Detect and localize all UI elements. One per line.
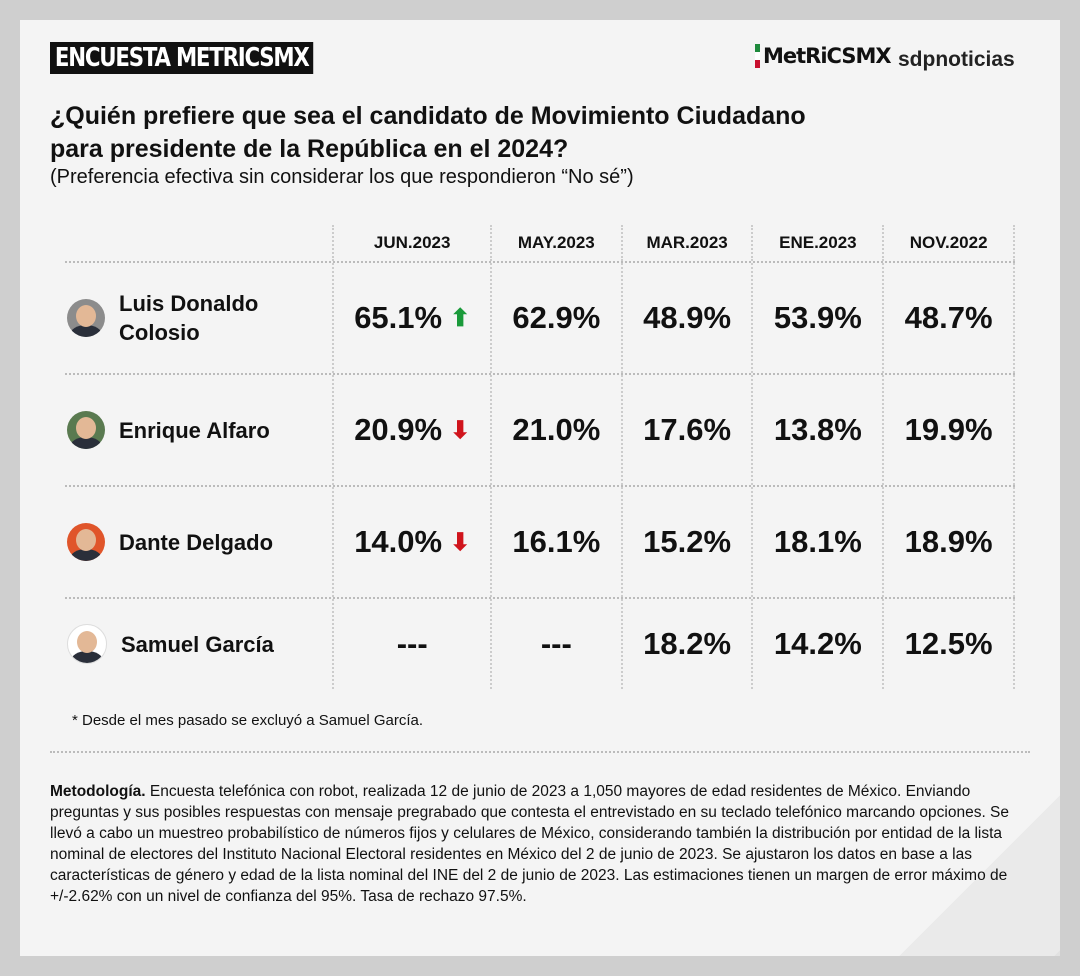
value-label: 18.1% <box>773 524 862 559</box>
value-cell: 48.9% <box>620 263 752 373</box>
value-label: 48.9% <box>643 300 732 335</box>
arrow-down-icon: ⬇ <box>450 416 471 444</box>
avatar <box>67 411 105 449</box>
candidate-name: Samuel García <box>121 631 274 657</box>
survey-badge: ENCUESTA METRICSMX <box>50 42 314 74</box>
value-cell: 13.8% <box>751 375 882 485</box>
value-cell: 21.0% <box>489 375 621 485</box>
metricsmx-logo: MetRiCSMX <box>755 44 892 68</box>
column-header: MAY.2023 <box>489 225 621 261</box>
methodology: Metodología. Encuesta telefónica con rob… <box>50 781 1035 907</box>
candidate-cell: Samuel García <box>65 624 332 664</box>
chart-subtitle: (Preferencia efectiva sin considerar los… <box>50 166 634 188</box>
column-header: NOV.2022 <box>882 225 1016 261</box>
arrow-down-icon: ⬇ <box>450 528 471 556</box>
value-label: 14.0% <box>354 524 443 559</box>
metricsmx-logo-text: MetRiCSMX <box>763 44 892 68</box>
value-cell: 18.1% <box>751 487 882 597</box>
table-row: Luis Donaldo Colosio 65.1% ⬆ 62.9% 48.9% 53.9… <box>65 263 1016 375</box>
value-cell: 19.9% <box>882 375 1016 485</box>
value-label: 14.2% <box>773 626 862 661</box>
value-label: 13.8% <box>773 412 862 447</box>
results-table: JUN.2023 MAY.2023 MAR.2023 ENE.2023 NOV.2022… <box>65 225 1016 689</box>
table-row: Enrique Alfaro 20.9% ⬇ 21.0% 17.6% 13.8% 19.9% <box>65 375 1016 487</box>
header-spacer <box>65 225 332 261</box>
value-label: --- <box>396 626 428 661</box>
footnote: * Desde el mes pasado se excluyó a Samue… <box>72 712 424 729</box>
value-label: 12.5% <box>904 626 993 661</box>
candidate-cell: Luis Donaldo Colosio <box>65 289 332 347</box>
value-label: 18.9% <box>904 524 993 559</box>
avatar <box>67 523 105 561</box>
value-cell: 65.1% ⬆ <box>332 263 490 373</box>
value-cell: 53.9% <box>751 263 882 373</box>
title-line-1: ¿Quién prefiere que sea el candidato de … <box>50 102 806 130</box>
value-cell: 48.7% <box>882 263 1016 373</box>
value-label: 62.9% <box>512 300 601 335</box>
value-label: 16.1% <box>512 524 601 559</box>
value-label: 18.2% <box>643 626 732 661</box>
methodology-label: Metodología. <box>50 783 146 800</box>
value-label: 17.6% <box>643 412 732 447</box>
value-cell: 16.1% <box>489 487 621 597</box>
value-cell: 14.0% ⬇ <box>332 487 490 597</box>
value-cell: 15.2% <box>620 487 752 597</box>
arrow-up-icon: ⬆ <box>450 304 471 332</box>
table-row: Dante Delgado 14.0% ⬇ 16.1% 15.2% 18.1% 18.9% <box>65 487 1016 599</box>
value-label: 21.0% <box>512 412 601 447</box>
value-cell: 18.2% <box>620 599 752 689</box>
infographic-card: ENCUESTA METRICSMX MetRiCSMX sdpnoticias… <box>20 20 1060 956</box>
value-label: 65.1% <box>354 300 443 335</box>
value-cell: 20.9% ⬇ <box>332 375 490 485</box>
value-cell: 12.5% <box>882 599 1016 689</box>
candidate-name: Enrique Alfaro <box>119 417 270 443</box>
flag-icon <box>755 44 760 68</box>
table-header: JUN.2023 MAY.2023 MAR.2023 ENE.2023 NOV.2022 <box>65 225 1016 263</box>
column-header: MAR.2023 <box>620 225 752 261</box>
value-cell: 17.6% <box>620 375 752 485</box>
value-label: 15.2% <box>643 524 732 559</box>
value-cell: --- <box>332 599 490 689</box>
divider <box>50 751 1030 753</box>
candidate-name: Luis Donaldo Colosio <box>119 291 259 345</box>
value-cell: 18.9% <box>882 487 1016 597</box>
chart-title: ¿Quién prefiere que sea el candidato de … <box>50 100 806 166</box>
value-label: --- <box>540 626 572 661</box>
candidate-name: Dante Delgado <box>119 529 274 555</box>
value-cell: --- <box>489 599 621 689</box>
value-label: 48.7% <box>904 300 993 335</box>
candidate-cell: Dante Delgado <box>65 523 332 561</box>
value-label: 19.9% <box>904 412 993 447</box>
value-label: 20.9% <box>354 412 443 447</box>
background-decoration <box>820 756 1060 956</box>
sdpnoticias-logo: sdpnoticias <box>898 48 1015 71</box>
column-header: ENE.2023 <box>751 225 882 261</box>
column-header: JUN.2023 <box>332 225 490 261</box>
value-cell: 14.2% <box>751 599 882 689</box>
value-cell: 62.9% <box>489 263 621 373</box>
value-label: 53.9% <box>773 300 862 335</box>
avatar <box>67 624 107 664</box>
table-row: Samuel García --- --- 18.2% 14.2% 12.5% <box>65 599 1016 689</box>
candidate-cell: Enrique Alfaro <box>65 411 332 449</box>
avatar <box>67 299 105 337</box>
title-line-2: para presidente de la República en el 20… <box>50 135 569 163</box>
methodology-text: Encuesta telefónica con robot, realizada… <box>50 783 1010 905</box>
